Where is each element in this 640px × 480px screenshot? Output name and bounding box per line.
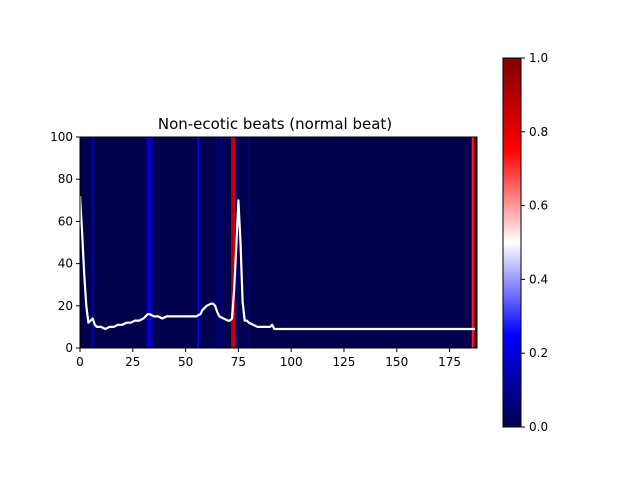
- y-tick-label: 80: [58, 172, 73, 186]
- heatmap-stripe: [473, 137, 476, 348]
- x-tick-label: 0: [76, 355, 84, 369]
- plot-frame: [79, 136, 478, 349]
- colorbar-gradient: [502, 57, 522, 428]
- x-tick-label: 175: [438, 355, 461, 369]
- x-tick-label: 125: [333, 355, 356, 369]
- chart-title: Non-ecotic beats (normal beat): [158, 115, 392, 133]
- heatmap-stripe: [148, 137, 151, 348]
- heatmap-stripe: [247, 137, 250, 348]
- colorbar-tick-label: 1.0: [529, 51, 548, 65]
- plot-area: [79, 136, 478, 349]
- y-tick-label: 40: [58, 257, 73, 271]
- y-tick-label: 20: [58, 299, 73, 313]
- heatmap-background: [80, 137, 477, 348]
- colorbar-tick-label: 0.2: [529, 346, 548, 360]
- signal-line: [80, 196, 475, 331]
- heatmap-stripe: [146, 137, 149, 348]
- x-tick-label: 75: [231, 355, 246, 369]
- heatmap-stripe: [197, 137, 200, 348]
- heatmap-stripe: [230, 137, 234, 348]
- x-tick-label: 50: [178, 355, 193, 369]
- heatmap-stripe: [150, 137, 153, 348]
- colorbar-tick-label: 0.8: [529, 125, 548, 139]
- y-tick-label: 60: [58, 214, 73, 228]
- x-tick-label: 100: [280, 355, 303, 369]
- colorbar-tick-label: 0.4: [529, 272, 548, 286]
- x-tick-label: 25: [125, 355, 140, 369]
- heatmap-stripe: [216, 137, 219, 348]
- y-tick-label: 100: [50, 130, 73, 144]
- heatmap-stripe: [233, 137, 236, 348]
- colorbar-tick-label: 0.0: [529, 420, 548, 434]
- colorbar: 0.0 0.2 0.4 0.6 0.8 1.0: [502, 51, 548, 434]
- y-tick-label: 0: [65, 341, 73, 355]
- x-axis: 0 25 50 75 100 125 150 175: [76, 348, 461, 369]
- heatmap-stripe: [471, 137, 474, 348]
- colorbar-tick-label: 0.6: [529, 199, 548, 213]
- y-axis: 0 20 40 60 80 100: [50, 130, 80, 355]
- x-tick-label: 150: [385, 355, 408, 369]
- heatmap-stripe: [91, 137, 94, 348]
- heatmap-stripe: [220, 137, 223, 348]
